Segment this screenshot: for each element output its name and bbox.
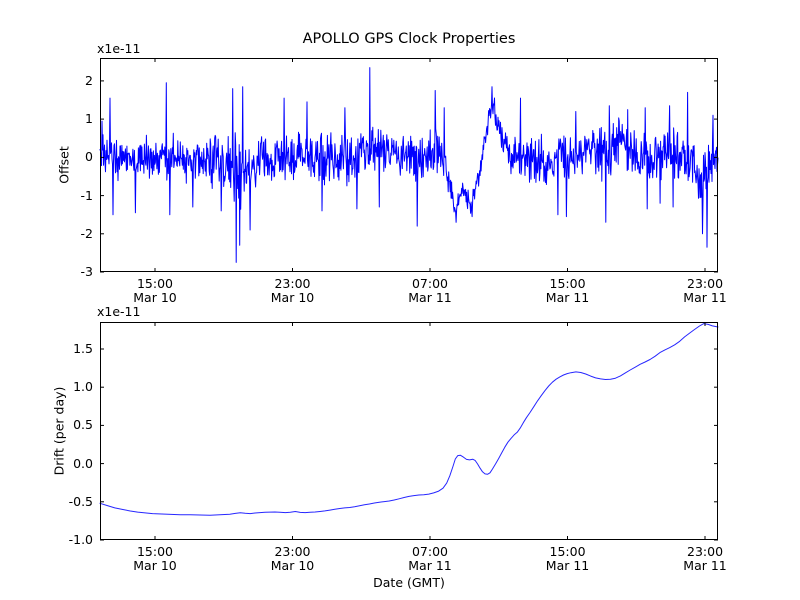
- x-tick-time-label: 07:00: [411, 276, 449, 291]
- y-tick-label: 0.0: [73, 455, 93, 471]
- x-tick-time-label: 07:00: [411, 544, 449, 559]
- x-tick-date-label: Mar 10: [133, 558, 177, 573]
- drift-plot: [99, 322, 719, 541]
- y-tick-label: -0.5: [68, 493, 93, 509]
- x-tick-date-label: Mar 11: [408, 290, 452, 305]
- chart-title: APOLLO GPS Clock Properties: [302, 31, 516, 47]
- x-tick-date-label: Mar 11: [683, 290, 727, 305]
- y-tick-label: 0: [85, 149, 93, 165]
- date-axis-label: Date (GMT): [373, 575, 445, 590]
- y-tick-label: 1.0: [73, 379, 93, 395]
- x-tick-date-label: Mar 10: [133, 290, 177, 305]
- x-tick-time-label: 23:00: [274, 544, 311, 559]
- y-tick-label: 0.5: [73, 417, 93, 433]
- x-tick-date-label: Mar 11: [683, 558, 727, 573]
- y-tick-label: -1: [80, 187, 93, 203]
- x-tick-time-label: 23:00: [274, 276, 311, 291]
- x-tick-time-label: 15:00: [136, 276, 174, 291]
- y-tick-label: 1.5: [73, 340, 93, 356]
- x-tick-date-label: Mar 10: [270, 290, 315, 305]
- x-tick-time-label: 15:00: [549, 544, 586, 559]
- y-tick-label: 1: [85, 111, 93, 127]
- y-tick-label: -1.0: [68, 532, 93, 547]
- offset-plot: [99, 58, 719, 273]
- x-tick-time-label: 15:00: [549, 276, 586, 291]
- offset-axis-label: Offset: [56, 146, 72, 184]
- drift-scale-label: x1e-11: [97, 304, 141, 319]
- x-tick-date-label: Mar 11: [408, 558, 452, 573]
- y-tick-label: 2: [85, 72, 93, 88]
- x-tick-date-label: Mar 10: [270, 558, 315, 573]
- x-tick-time-label: 15:00: [136, 544, 174, 559]
- x-tick-time-label: 23:00: [687, 276, 724, 291]
- x-tick-date-label: Mar 11: [545, 558, 590, 573]
- y-tick-label: -3: [80, 264, 93, 279]
- y-tick-label: -2: [80, 225, 93, 241]
- offset-scale-label: x1e-11: [97, 41, 141, 56]
- drift-axis-label: Drift (per day): [51, 386, 67, 476]
- x-tick-date-label: Mar 11: [545, 290, 590, 305]
- x-tick-time-label: 23:00: [687, 544, 724, 559]
